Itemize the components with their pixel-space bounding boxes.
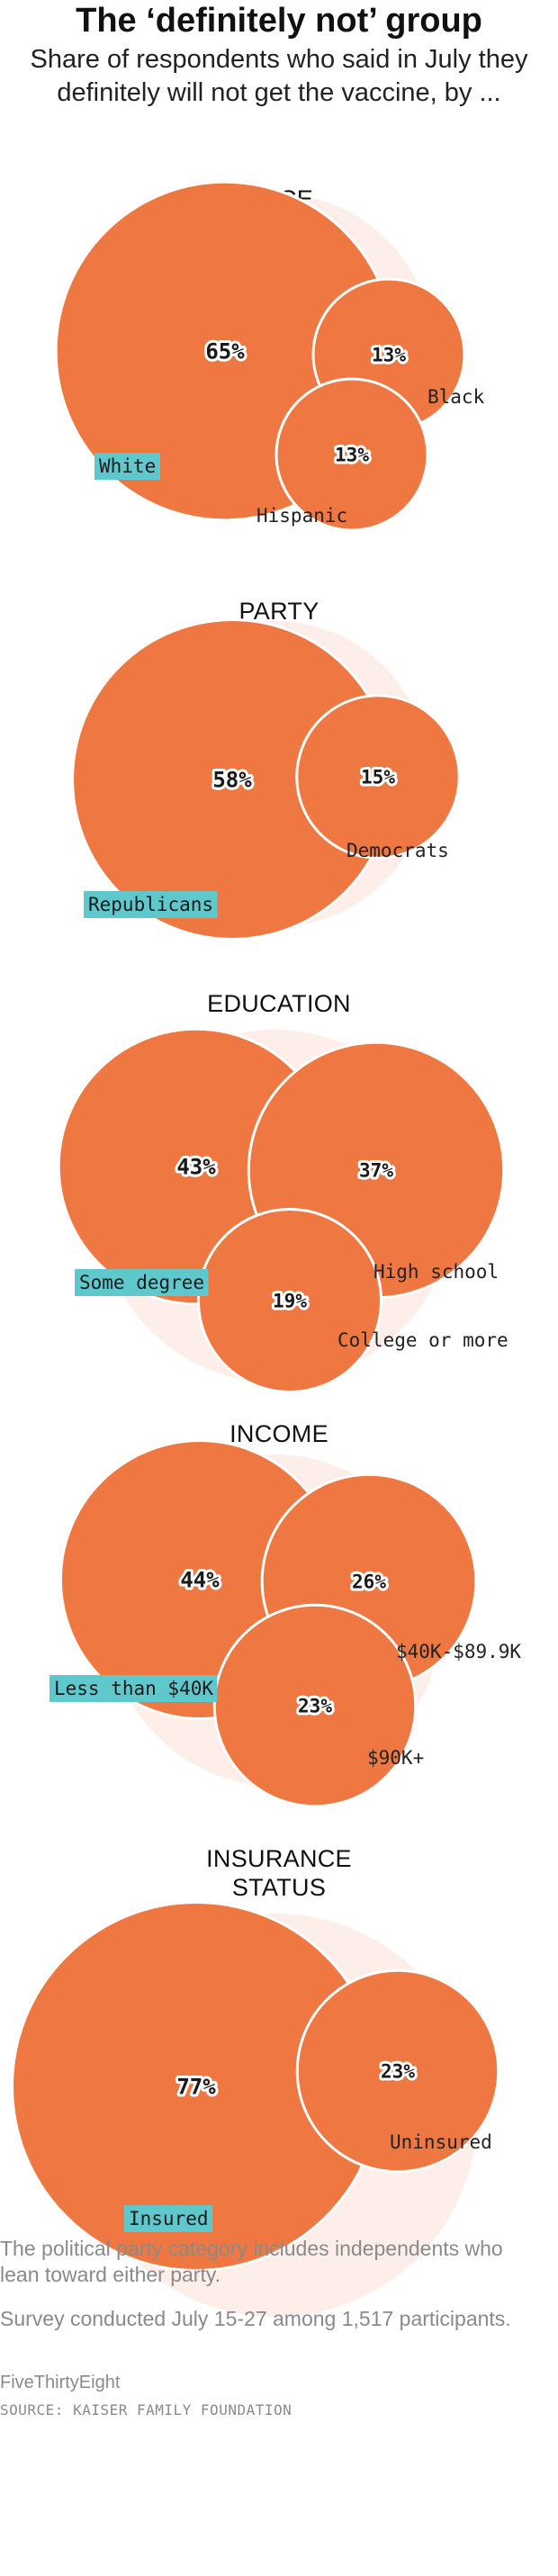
panel-title: INSURANCE: [206, 1845, 352, 1872]
highlight-label-box: [75, 1269, 209, 1296]
bubble-college-or-more: [196, 1207, 383, 1394]
category-label-highlighted: Less than $40K: [54, 1678, 213, 1699]
category-label-highlighted: White: [99, 455, 156, 477]
bubble-value-label: 43%: [176, 1155, 216, 1180]
category-label: College or more: [338, 1329, 508, 1351]
credit: FiveThirtyEight: [0, 2373, 121, 2392]
category-label: Black: [428, 386, 485, 408]
panel-education: EDUCATION 43% 37% 19% Some degree High school…: [57, 990, 508, 1394]
category-label: $40K-$89.9K: [396, 1641, 521, 1662]
bubble-value-label: 23%: [298, 1696, 332, 1717]
highlight-label-box: [124, 2205, 213, 2232]
bubble-value-label: 77%: [176, 2075, 216, 2100]
bubble-uninsured: [295, 1968, 500, 2174]
bubble-value-label: 44%: [180, 1568, 220, 1593]
category-label: High school: [374, 1261, 499, 1283]
bubble-value-label: 13%: [372, 345, 406, 366]
bubble-value-label: 15%: [361, 767, 395, 788]
category-label-highlighted: Insured: [129, 2208, 209, 2229]
highlight-label-box: [50, 1675, 218, 1702]
category-label: $90K+: [367, 1747, 424, 1769]
bubble-value-label: 23%: [381, 2061, 415, 2083]
category-label-highlighted: Republicans: [88, 894, 213, 915]
bubble-value-label: 26%: [352, 1572, 386, 1593]
footnote-survey: Survey conducted July 15-27 among 1,517 …: [0, 2307, 511, 2330]
highlight-label-box: [84, 891, 218, 918]
bubble--90k: [212, 1603, 418, 1808]
panel-income: INCOME 44% 26% 23% Less than $40K $40K-$89.9K…: [50, 1420, 521, 1808]
bubble-value-label: 13%: [335, 445, 369, 466]
source: SOURCE: KAISER FAMILY FOUNDATION: [0, 2401, 292, 2418]
chart-title: The ‘definitely not’ group: [76, 2, 482, 40]
bubble-hispanic: [274, 377, 429, 532]
footnote-party: The political party category includes in…: [0, 2237, 503, 2286]
panel-title: STATUS: [232, 1874, 326, 1901]
chart-subtitle: Share of respondents who said in July th…: [30, 45, 528, 107]
highlight-label-box: [94, 453, 160, 480]
bubble-value-label: 58%: [212, 768, 252, 793]
category-label: Uninsured: [390, 2131, 492, 2153]
bubble-value-label: 65%: [205, 339, 245, 365]
category-label-highlighted: Some degree: [79, 1272, 204, 1293]
bubble-democrats: [295, 694, 461, 860]
panel-title: INCOME: [230, 1420, 328, 1447]
bubble-value-label: 19%: [273, 1291, 307, 1312]
bubble-value-label: 37%: [359, 1160, 393, 1182]
category-label: Democrats: [346, 840, 449, 861]
category-label: Hispanic: [256, 505, 347, 527]
panel-title: EDUCATION: [207, 990, 351, 1017]
